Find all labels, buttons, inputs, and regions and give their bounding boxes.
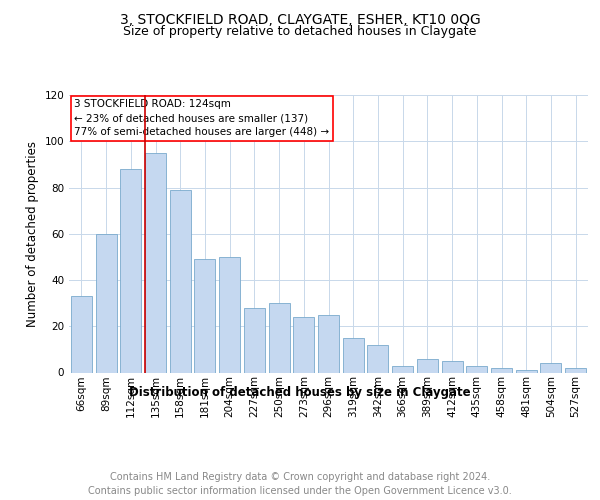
Text: 3 STOCKFIELD ROAD: 124sqm
← 23% of detached houses are smaller (137)
77% of semi: 3 STOCKFIELD ROAD: 124sqm ← 23% of detac… [74,99,329,137]
Bar [95,234,116,372]
Bar [293,317,314,372]
Bar [343,338,364,372]
Bar [269,303,290,372]
Bar [565,368,586,372]
Text: Distribution of detached houses by size in Claygate: Distribution of detached houses by size … [129,386,471,399]
Text: Contains HM Land Registry data © Crown copyright and database right 2024.: Contains HM Land Registry data © Crown c… [110,472,490,482]
Bar [491,368,512,372]
Text: Contains public sector information licensed under the Open Government Licence v3: Contains public sector information licen… [88,486,512,496]
Bar [219,257,240,372]
Bar [170,190,191,372]
Bar [466,366,487,372]
Y-axis label: Number of detached properties: Number of detached properties [26,141,39,327]
Bar [367,345,388,372]
Bar [71,296,92,372]
Bar [318,314,339,372]
Bar [145,153,166,372]
Bar [516,370,537,372]
Bar [194,259,215,372]
Text: 3, STOCKFIELD ROAD, CLAYGATE, ESHER, KT10 0QG: 3, STOCKFIELD ROAD, CLAYGATE, ESHER, KT1… [119,12,481,26]
Bar [417,358,438,372]
Bar [541,363,562,372]
Bar [244,308,265,372]
Bar [392,366,413,372]
Bar [442,361,463,372]
Text: Size of property relative to detached houses in Claygate: Size of property relative to detached ho… [124,25,476,38]
Bar [120,169,141,372]
